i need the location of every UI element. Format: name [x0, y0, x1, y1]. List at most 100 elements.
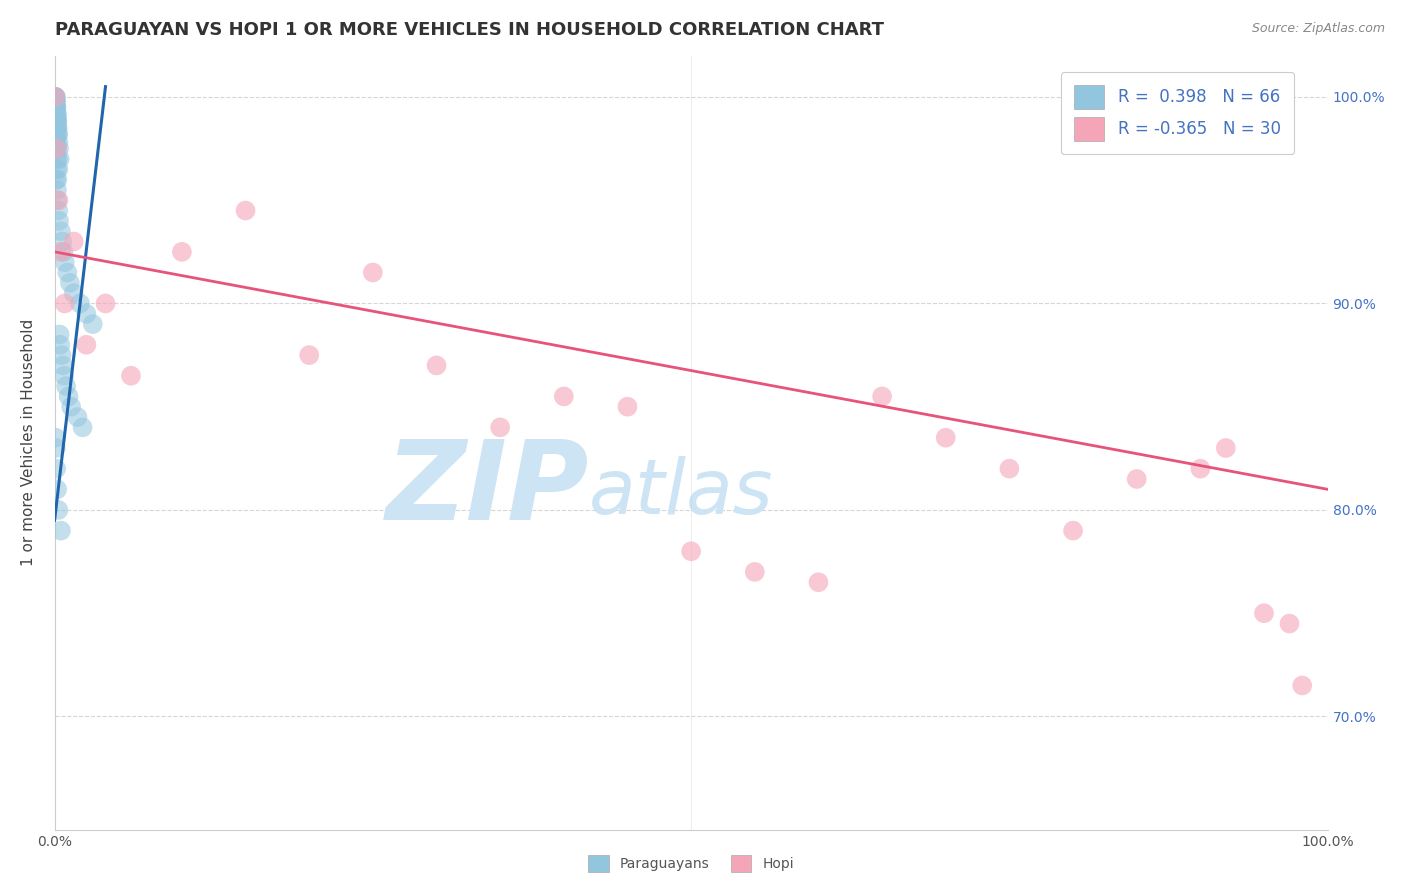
Point — [46, 127, 69, 141]
Point — [66, 410, 89, 425]
Point — [489, 420, 512, 434]
Point — [45, 94, 67, 108]
Point — [94, 296, 117, 310]
Point — [49, 224, 72, 238]
Point — [807, 575, 830, 590]
Text: Source: ZipAtlas.com: Source: ZipAtlas.com — [1251, 22, 1385, 36]
Point — [45, 172, 67, 186]
Point — [45, 441, 67, 455]
Point — [45, 120, 67, 135]
Point — [170, 244, 193, 259]
Point — [56, 265, 79, 279]
Point — [46, 142, 69, 156]
Point — [44, 90, 66, 104]
Point — [935, 431, 957, 445]
Point — [1215, 441, 1237, 455]
Point — [58, 389, 80, 403]
Point — [53, 368, 76, 383]
Point — [45, 120, 67, 135]
Point — [45, 106, 67, 120]
Point — [49, 338, 72, 352]
Text: ZIP: ZIP — [385, 436, 589, 543]
Point — [45, 100, 67, 114]
Point — [49, 244, 72, 259]
Point — [69, 296, 91, 310]
Point — [998, 461, 1021, 475]
Point — [45, 183, 67, 197]
Point — [59, 276, 82, 290]
Point — [45, 431, 67, 445]
Point — [235, 203, 257, 218]
Point — [60, 400, 83, 414]
Point — [48, 136, 70, 150]
Point — [46, 111, 69, 125]
Point — [46, 483, 69, 497]
Point — [82, 317, 104, 331]
Point — [45, 142, 67, 156]
Point — [45, 90, 67, 104]
Point — [45, 100, 67, 114]
Point — [1125, 472, 1147, 486]
Point — [45, 100, 67, 114]
Point — [46, 120, 69, 135]
Point — [616, 400, 638, 414]
Point — [553, 389, 575, 403]
Point — [48, 503, 70, 517]
Point — [361, 265, 384, 279]
Point — [75, 338, 97, 352]
Point — [48, 142, 70, 156]
Point — [75, 307, 97, 321]
Point — [53, 255, 76, 269]
Point — [46, 152, 69, 166]
Point — [46, 127, 69, 141]
Point — [51, 235, 73, 249]
Point — [53, 296, 76, 310]
Point — [52, 359, 75, 373]
Point — [49, 524, 72, 538]
Point — [62, 235, 84, 249]
Point — [45, 94, 67, 108]
Point — [1253, 606, 1275, 620]
Point — [744, 565, 766, 579]
Point — [45, 142, 67, 156]
Point — [870, 389, 893, 403]
Point — [55, 379, 77, 393]
Point — [45, 120, 67, 135]
Point — [1278, 616, 1301, 631]
Point — [298, 348, 321, 362]
Point — [72, 420, 94, 434]
Point — [52, 244, 75, 259]
Point — [45, 106, 67, 120]
Point — [62, 286, 84, 301]
Point — [45, 131, 67, 145]
Point — [48, 162, 70, 177]
Y-axis label: 1 or more Vehicles in Household: 1 or more Vehicles in Household — [21, 319, 35, 566]
Text: atlas: atlas — [589, 456, 773, 530]
Point — [46, 193, 69, 207]
Point — [681, 544, 703, 558]
Point — [425, 359, 447, 373]
Point — [44, 90, 66, 104]
Point — [1291, 678, 1313, 692]
Point — [46, 172, 69, 186]
Point — [120, 368, 142, 383]
Point — [51, 348, 73, 362]
Point — [48, 214, 70, 228]
Point — [46, 203, 69, 218]
Point — [1189, 461, 1212, 475]
Point — [48, 152, 70, 166]
Point — [45, 162, 67, 177]
Point — [45, 131, 67, 145]
Point — [45, 111, 67, 125]
Point — [44, 90, 66, 104]
Point — [45, 111, 67, 125]
Point — [48, 327, 70, 342]
Point — [48, 193, 70, 207]
Point — [45, 90, 67, 104]
Point — [46, 114, 69, 128]
Text: PARAGUAYAN VS HOPI 1 OR MORE VEHICLES IN HOUSEHOLD CORRELATION CHART: PARAGUAYAN VS HOPI 1 OR MORE VEHICLES IN… — [55, 21, 883, 39]
Legend: Paraguayans, Hopi: Paraguayans, Hopi — [582, 849, 800, 878]
Point — [45, 461, 67, 475]
Point — [45, 152, 67, 166]
Point — [46, 114, 69, 128]
